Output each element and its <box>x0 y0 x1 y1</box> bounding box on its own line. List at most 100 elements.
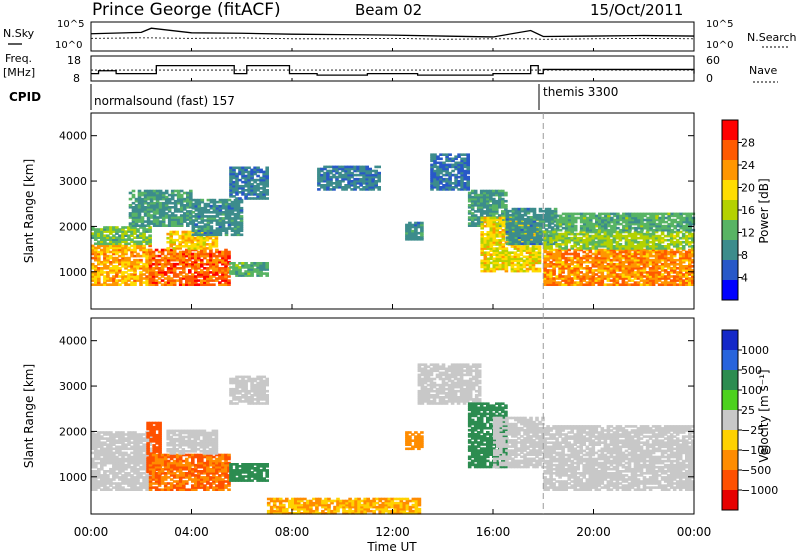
heatmap-cell <box>601 220 605 224</box>
heatmap-cell <box>606 273 611 276</box>
heatmap-cell <box>511 242 516 246</box>
heatmap-cell <box>492 193 496 197</box>
heatmap-cell <box>675 232 680 236</box>
heatmap-cell <box>142 236 146 239</box>
heatmap-cell <box>91 228 95 231</box>
heatmap-cell <box>576 247 580 250</box>
heatmap-cell <box>675 258 680 262</box>
heatmap-cell <box>555 224 560 228</box>
heatmap-cell <box>359 182 363 185</box>
heatmap-cell <box>215 267 219 270</box>
heatmap-cell <box>573 275 577 278</box>
heatmap-cell <box>666 238 671 242</box>
heatmap-cell <box>323 167 327 171</box>
heatmap-cell <box>495 199 499 203</box>
heatmap-cell <box>152 191 157 195</box>
heatmap-cell <box>224 265 228 268</box>
heatmap-cell <box>531 233 536 236</box>
heatmap-cell <box>229 176 233 180</box>
heatmap-cell <box>445 182 449 185</box>
heatmap-cell <box>604 220 608 224</box>
heatmap-cell <box>145 265 149 268</box>
heatmap-cell <box>549 269 553 272</box>
heatmap-cell <box>163 262 168 266</box>
heatmap-cell <box>317 167 321 171</box>
heatmap-cell <box>176 199 181 203</box>
heatmap-cell <box>203 223 208 226</box>
heatmap-cell <box>534 259 539 263</box>
heatmap-cell <box>152 204 157 207</box>
heatmap-cell <box>486 259 491 263</box>
heatmap-cell <box>597 260 602 264</box>
heatmap-cell <box>124 277 128 280</box>
heatmap-cell <box>567 216 572 220</box>
heatmap-cell <box>669 275 674 278</box>
heatmap-cell <box>186 195 190 199</box>
heatmap-cell <box>480 251 484 254</box>
heatmap-cell <box>585 234 590 238</box>
heatmap-cell <box>124 271 128 274</box>
heatmap-cell <box>124 275 128 278</box>
heatmap-cell <box>124 281 128 284</box>
heatmap-cell <box>492 263 497 267</box>
heatmap-cell <box>678 279 683 282</box>
heatmap-cell <box>510 259 515 263</box>
heatmap-cell <box>685 258 689 262</box>
heatmap-cell <box>200 219 205 222</box>
heatmap-cell <box>100 457 104 461</box>
heatmap-cell <box>663 234 668 238</box>
heatmap-cell <box>235 274 239 277</box>
heatmap-cell <box>489 245 494 248</box>
heatmap-cell <box>579 232 583 236</box>
heatmap-cell <box>347 165 351 169</box>
heatmap-cell <box>627 269 632 272</box>
heatmap-cell <box>613 224 617 228</box>
heatmap-cell <box>579 267 583 270</box>
heatmap-cell <box>103 254 107 258</box>
heatmap-cell <box>179 206 184 209</box>
heatmap-cell <box>211 240 216 244</box>
heatmap-cell <box>236 206 241 210</box>
heatmap-cell <box>136 488 140 491</box>
heatmap-cell <box>558 248 562 252</box>
heatmap-cell <box>576 265 580 268</box>
heatmap-cell <box>133 271 137 274</box>
heatmap-cell <box>208 245 213 248</box>
heatmap-cell <box>212 269 216 272</box>
heatmap-cell <box>338 182 342 185</box>
heatmap-cell <box>317 171 321 175</box>
heatmap-cell <box>142 228 146 231</box>
heatmap-cell <box>633 230 638 234</box>
heatmap-cell <box>546 236 550 240</box>
heatmap-cell <box>112 482 116 485</box>
heatmap-cell <box>603 283 608 286</box>
heatmap-cell <box>514 232 519 235</box>
heatmap-cell <box>492 201 496 205</box>
heatmap-cell <box>133 443 137 446</box>
heatmap-cell <box>121 232 125 235</box>
heatmap-cell <box>184 236 189 240</box>
heatmap-cell <box>663 269 668 272</box>
heatmap-cell <box>645 245 650 248</box>
heatmap-cell <box>112 230 116 233</box>
heatmap-cell <box>624 252 629 256</box>
heatmap-cell <box>189 195 193 199</box>
heatmap-cell <box>134 197 139 201</box>
heatmap-cell <box>669 271 674 274</box>
heatmap-cell <box>365 179 369 183</box>
heatmap-cell <box>600 277 605 280</box>
heatmap-cell <box>636 269 641 272</box>
heatmap-cell <box>600 252 605 256</box>
heatmap-cell <box>139 283 143 286</box>
heatmap-cell <box>91 451 95 455</box>
heatmap-cell <box>525 257 530 261</box>
heatmap-cell <box>508 218 513 221</box>
heatmap-cell <box>570 228 575 232</box>
heatmap-cell <box>232 191 236 194</box>
heatmap-cell <box>164 199 169 203</box>
heatmap-cell <box>238 262 242 265</box>
heatmap-cell <box>513 251 518 254</box>
heatmap-cell <box>663 245 668 248</box>
heatmap-cell <box>186 199 190 203</box>
heatmap-cell <box>94 250 98 254</box>
